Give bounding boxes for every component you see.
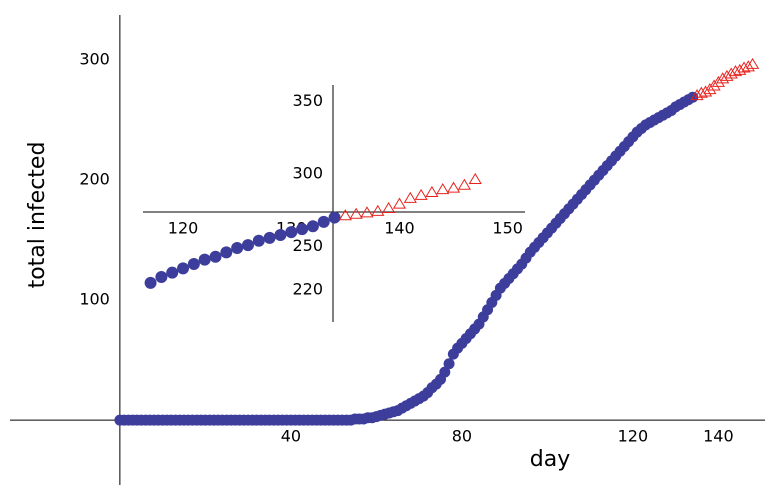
point xyxy=(392,197,407,209)
point xyxy=(703,83,717,95)
y-tick-label: 100 xyxy=(79,290,110,309)
point xyxy=(436,183,450,195)
point xyxy=(741,60,755,72)
point xyxy=(285,226,298,239)
point xyxy=(733,63,747,75)
x-tick-label: 140 xyxy=(703,427,734,446)
point xyxy=(177,262,190,275)
point xyxy=(694,86,708,98)
point xyxy=(198,253,211,266)
point xyxy=(724,67,738,79)
y-tick-label: 250 xyxy=(292,236,323,255)
point xyxy=(296,223,309,236)
point xyxy=(439,366,451,378)
point xyxy=(690,89,704,101)
point xyxy=(414,188,428,200)
x-tick-label: 40 xyxy=(281,427,301,446)
point xyxy=(746,57,760,69)
point xyxy=(144,276,157,289)
point xyxy=(209,250,222,263)
point xyxy=(468,172,482,184)
point xyxy=(382,201,396,213)
point xyxy=(698,85,713,97)
y-tick-label: 200 xyxy=(79,170,110,189)
point xyxy=(711,75,725,87)
point xyxy=(446,181,461,193)
point xyxy=(338,209,352,221)
point xyxy=(728,65,743,77)
x-tick-label: 150 xyxy=(492,219,523,238)
point xyxy=(252,234,265,247)
x-axis-label: day xyxy=(530,447,570,472)
point xyxy=(187,257,200,270)
point xyxy=(231,242,244,255)
point xyxy=(306,220,319,233)
x-tick-label: 80 xyxy=(452,427,472,446)
point xyxy=(360,206,374,218)
x-tick-label: 140 xyxy=(384,219,415,238)
y-tick-label: 300 xyxy=(292,164,323,183)
y-tick-label: 220 xyxy=(292,280,323,299)
point xyxy=(737,61,751,73)
point xyxy=(371,204,385,216)
x-tick-label: 120 xyxy=(618,427,649,446)
point xyxy=(317,215,330,228)
point xyxy=(263,231,276,244)
point xyxy=(707,79,721,91)
point xyxy=(457,178,471,190)
point xyxy=(349,207,363,219)
point xyxy=(425,185,439,198)
y-axis-label: total infected xyxy=(25,142,50,289)
point xyxy=(328,211,341,224)
point xyxy=(443,358,455,370)
point xyxy=(403,191,417,203)
point xyxy=(155,271,168,284)
point xyxy=(220,246,233,259)
y-tick-label: 350 xyxy=(292,91,323,110)
point xyxy=(241,239,254,252)
point xyxy=(274,228,287,241)
x-tick-label: 120 xyxy=(168,219,199,238)
y-tick-label: 300 xyxy=(79,50,110,69)
point xyxy=(166,266,179,279)
